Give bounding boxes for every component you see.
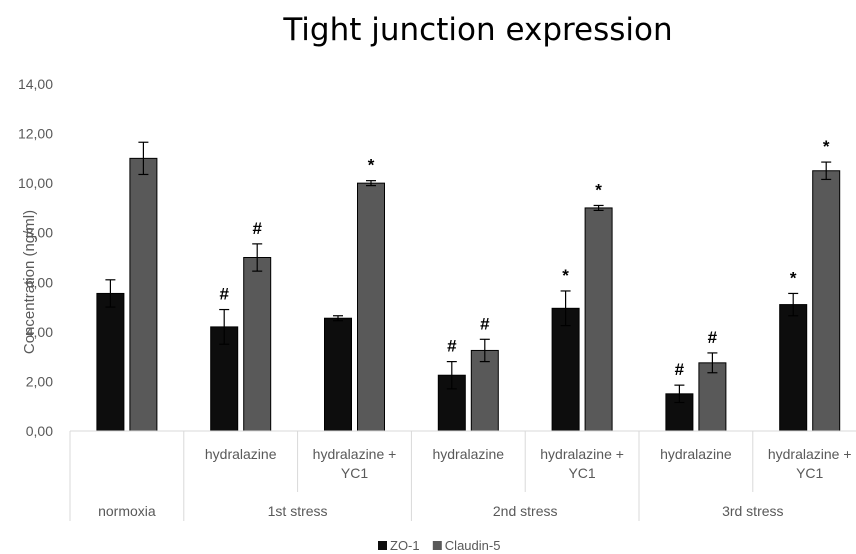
significance-mark: # — [480, 314, 490, 333]
significance-mark: # — [252, 219, 262, 238]
y-tick-label: 6,00 — [26, 274, 53, 290]
y-tick-label: 12,00 — [18, 126, 53, 142]
significance-mark: * — [823, 137, 830, 156]
category-label: hydralazine — [432, 446, 504, 462]
significance-mark: # — [708, 328, 718, 347]
y-tick-label: 10,00 — [18, 175, 53, 191]
error-bars — [105, 141, 832, 404]
y-axis-ticks: 0,00 2,00 4,00 6,00 8,00 10,00 12,00 14,00 — [18, 76, 53, 439]
legend-label: Claudin-5 — [445, 538, 501, 553]
bar — [243, 257, 272, 432]
bar — [324, 317, 352, 432]
significance-mark: * — [562, 266, 569, 285]
y-axis-label: Concentration (ng/ml) — [21, 210, 38, 354]
bar — [357, 182, 385, 432]
significance-mark: * — [368, 156, 375, 175]
significance-marks: # # * # # * * # # * * — [219, 137, 829, 379]
bar — [129, 157, 158, 432]
category-label: hydralazine — [660, 446, 732, 462]
bar — [96, 292, 125, 432]
y-tick-label: 14,00 — [18, 76, 53, 92]
significance-mark: # — [675, 360, 685, 379]
group-label: 2nd stress — [493, 503, 558, 519]
significance-mark: # — [447, 337, 457, 356]
bar — [470, 349, 499, 432]
bar — [779, 304, 808, 432]
bar — [812, 170, 841, 432]
significance-mark: * — [790, 268, 797, 287]
y-tick-label: 0,00 — [26, 423, 53, 439]
category-label: hydralazine — [205, 446, 277, 462]
group-label: normoxia — [98, 503, 156, 519]
bar — [584, 207, 613, 432]
group-label: 1st stress — [268, 503, 328, 519]
category-label: hydralazine + YC1 — [768, 446, 852, 481]
y-tick-label: 4,00 — [26, 324, 53, 340]
legend-swatch — [378, 541, 387, 550]
legend-label: ZO-1 — [390, 538, 420, 553]
chart-title: Tight junction expression — [282, 12, 672, 48]
significance-mark: * — [595, 180, 602, 199]
category-axis: normoxia 1st stress 2nd stress 3rd stress hy… — [69, 430, 856, 521]
significance-mark: # — [219, 285, 229, 304]
y-tick-label: 8,00 — [26, 225, 53, 241]
y-tick-label: 2,00 — [26, 373, 53, 389]
legend-swatch — [432, 541, 442, 550]
legend: ZO-1 Claudin-5 — [378, 538, 500, 553]
bar — [551, 307, 580, 432]
category-label: hydralazine + YC1 — [540, 446, 624, 481]
bars — [96, 157, 841, 432]
group-label: 3rd stress — [722, 503, 783, 519]
category-label: hydralazine + YC1 — [313, 446, 397, 481]
